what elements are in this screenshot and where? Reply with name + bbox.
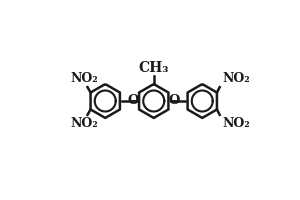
- Text: O: O: [127, 95, 139, 108]
- Text: NO₂: NO₂: [223, 72, 250, 85]
- Text: NO₂: NO₂: [70, 117, 98, 130]
- Text: O: O: [169, 95, 180, 108]
- Text: NO₂: NO₂: [223, 117, 250, 130]
- Text: CH₃: CH₃: [139, 61, 169, 75]
- Text: NO₂: NO₂: [70, 72, 98, 85]
